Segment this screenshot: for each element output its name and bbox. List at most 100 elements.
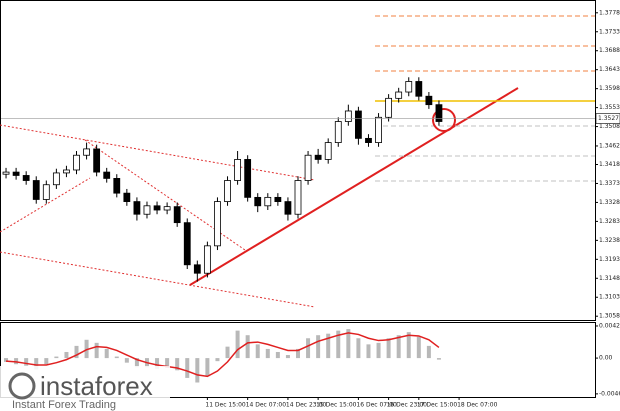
y-tick-label: 0.00421 [599,322,620,329]
histogram-bar [235,330,240,359]
y-tick-label: 1.3418 [599,161,620,168]
histogram-bar [124,358,129,363]
fan-line [0,177,91,233]
logo-icon [8,372,36,400]
histogram-bar [14,358,19,365]
last-price-label: 1.3527 [598,115,619,122]
macd-panel [0,322,596,398]
histogram-bar [74,345,79,359]
histogram-bar [225,346,230,359]
logo-name: instaforex [40,371,153,401]
candle-body [123,192,131,202]
candle-body [304,154,312,181]
histogram-bar [436,358,441,360]
y-tick-label: 1.3328 [599,199,620,206]
histogram-bar [265,348,270,359]
x-tick-label: 11 Dec 15:00 [205,402,246,409]
candle-body [83,148,90,156]
candle-body [173,206,181,224]
candle-body [2,171,10,175]
histogram-bar [296,348,300,359]
candle-body [415,81,423,97]
y-tick-label: 1.3643 [599,66,620,73]
candle-body [254,196,262,207]
x-tick-label: 17 Dec 15:00 [417,402,458,409]
y-tick-label: 1.3193 [599,256,620,263]
y-tick-label: 1.3148 [599,275,620,282]
histogram-bar [24,358,29,366]
candle-body [143,205,151,215]
histogram-bar [4,358,9,362]
candle-body [395,91,403,99]
logo-tagline: Instant Forex Trading [12,399,116,411]
channel-line [0,251,316,308]
histogram-bar [195,358,200,383]
candle-body [355,110,362,139]
candle-body [12,171,20,176]
candle-body [103,171,111,179]
y-tick-label: 1.3778 [599,9,620,16]
y-tick-label: -0.00469 [599,390,620,397]
histogram-bar [104,348,109,359]
candle-body [344,110,352,122]
histogram-bar [185,358,190,378]
y-tick-label: 1.3733 [599,28,620,35]
candle-body [365,137,372,143]
histogram-bar [306,338,311,359]
logo-background [0,366,170,411]
histogram-bar [245,335,250,359]
histogram-bar [406,332,411,359]
candle-body [405,81,413,93]
x-tick-label: 16 Dec 07:00 [356,402,397,409]
histogram-bar [215,358,220,362]
y-tick-label: 1.3058 [599,313,620,320]
candle-body [334,121,342,143]
candle-body [385,97,393,118]
y-tick-label: 1.3103 [599,294,620,301]
histogram-bar [255,344,260,359]
histogram-bar [64,351,69,359]
histogram-bar [155,358,160,369]
histogram-bar [316,335,321,359]
candle-body [163,206,171,211]
trend-line [189,87,519,286]
histogram-bar [44,358,49,365]
y-tick-label: 1.3598 [599,85,620,92]
candle-body [214,201,221,247]
y-tick-label: 0.00 [599,355,613,362]
x-tick-label: 14 Dec 23:00 [286,402,327,409]
x-tick-label: 16 Dec 23:00 [387,402,428,409]
candle-body [42,184,50,200]
histogram-bar [416,336,421,359]
candle-body [153,205,161,211]
histogram-bar [205,358,210,377]
histogram-bar [336,330,341,359]
candle-body [133,201,141,215]
histogram-bar [94,342,99,359]
y-tick-label: 1.3373 [599,180,620,187]
candle-body [22,175,30,181]
channel-line [0,124,316,181]
y-tick-label: 1.3553 [599,104,620,111]
candle-body [234,159,241,181]
histogram-bar [426,345,431,359]
y-tick-label: 1.3508 [599,123,620,130]
y-tick-label: 1.3462 [599,142,620,149]
candle-body [244,159,252,198]
x-tick-label: 15 Dec 15:00 [316,402,357,409]
candle-body [203,245,211,274]
histogram-bar [114,356,119,359]
candle-body [224,180,231,202]
candle-body [294,180,302,215]
highlight-circle [432,108,456,132]
drawings [0,15,595,308]
y-tick-label: 1.3238 [599,237,620,244]
y-tick-label: 1.3283 [599,218,620,225]
histogram-bar [326,333,331,359]
candle-body [324,142,332,160]
candle-body [63,169,70,174]
candle-body [113,178,121,194]
histogram-bar [34,358,39,370]
candle-body [52,172,60,186]
